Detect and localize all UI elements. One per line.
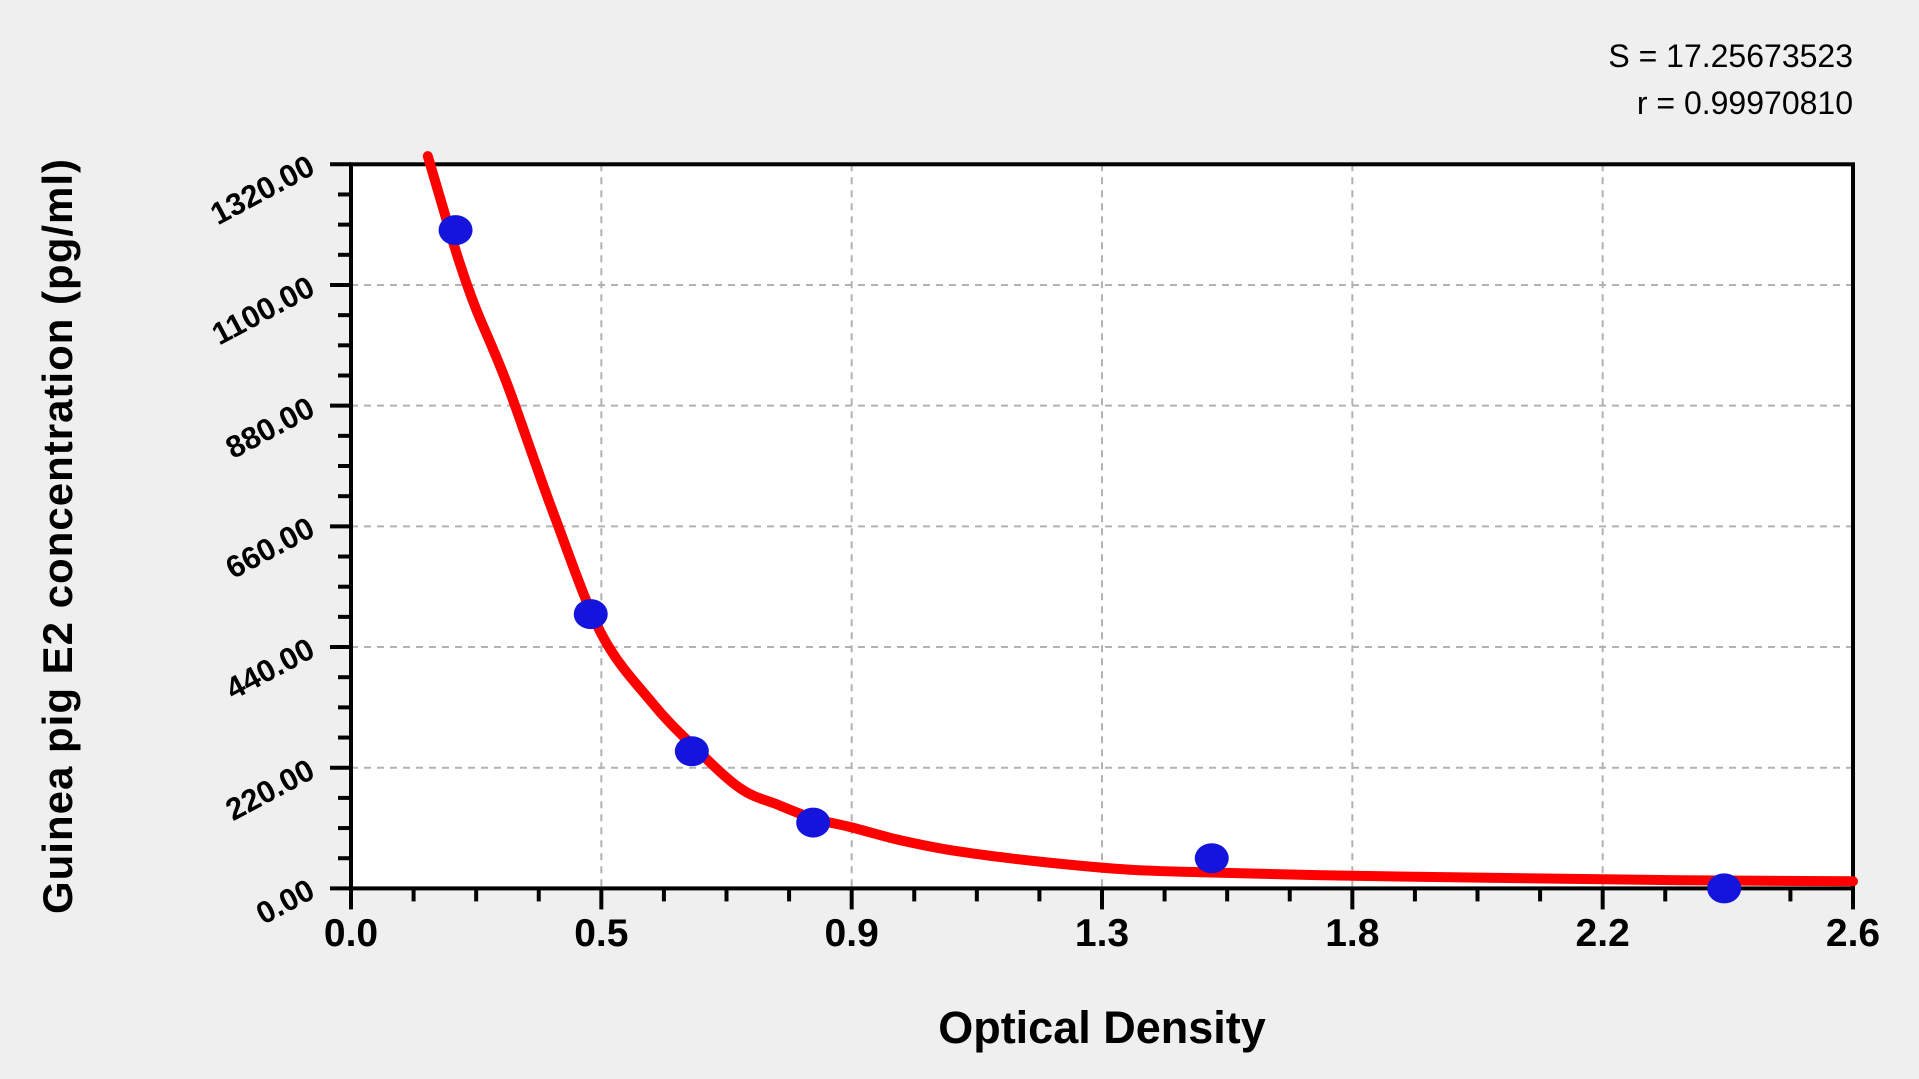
x-axis-title: Optical Density bbox=[938, 1002, 1266, 1053]
data-point bbox=[1194, 843, 1229, 874]
data-point bbox=[573, 599, 608, 630]
x-tick-label: 1.3 bbox=[1074, 912, 1130, 955]
y-axis-title: Guinea pig E2 concentration (pg/ml) bbox=[34, 157, 81, 915]
plot-border bbox=[349, 162, 1855, 891]
data-point bbox=[1707, 873, 1742, 904]
x-tick-label: 0.5 bbox=[574, 912, 629, 955]
fit-statistics: S = 17.25673523 r = 0.99970810 bbox=[1608, 33, 1853, 127]
fit-s-value: S = 17.25673523 bbox=[1608, 38, 1853, 74]
data-point bbox=[674, 736, 709, 767]
x-tick-label: 2.6 bbox=[1825, 912, 1881, 955]
x-tick-label: 0.9 bbox=[824, 912, 879, 955]
x-tick-label: 1.8 bbox=[1325, 912, 1380, 955]
x-tick-label: 0.0 bbox=[323, 912, 379, 955]
x-tick-label: 2.2 bbox=[1575, 912, 1630, 955]
data-point bbox=[438, 215, 473, 246]
fit-r-value: r = 0.99970810 bbox=[1636, 85, 1853, 121]
data-point bbox=[796, 807, 831, 838]
